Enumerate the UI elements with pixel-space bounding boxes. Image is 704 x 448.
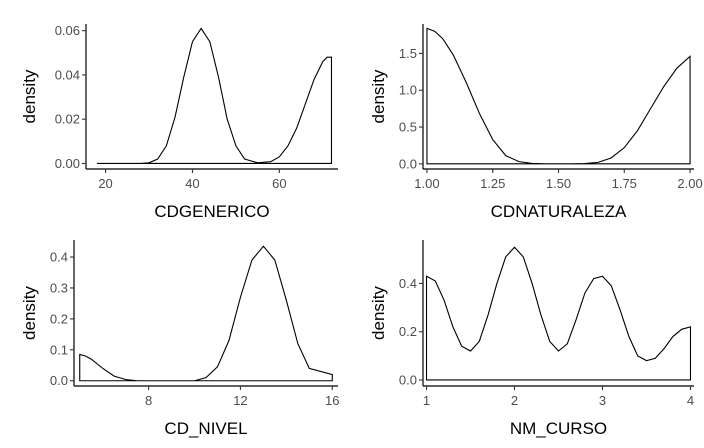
x-tick-label: 20: [98, 176, 112, 191]
density-curve: [426, 27, 691, 165]
y-tick-label: 0.5: [399, 120, 417, 135]
x-tick-label: 1.00: [414, 176, 439, 191]
y-tick-label: 0.2: [50, 311, 68, 326]
y-tick-label: 0.02: [55, 112, 80, 127]
x-tick-label: 8: [145, 393, 152, 408]
y-tick-label: 0.2: [399, 324, 417, 339]
x-tick-label: 2: [511, 393, 518, 408]
y-tick-label: 1.5: [399, 46, 417, 61]
y-tick-label: 0.3: [50, 280, 68, 295]
density-curve: [425, 246, 692, 381]
x-axis-title: CD_NIVEL: [164, 419, 247, 438]
y-axis-title: density: [369, 69, 388, 123]
density-curve: [79, 245, 333, 382]
x-axis-title: CDNATURALEZA: [491, 202, 627, 221]
x-tick-label: 60: [272, 176, 286, 191]
y-tick-label: 0.0: [399, 372, 417, 387]
x-tick-label: 1.50: [546, 176, 571, 191]
x-tick-label: 2.00: [677, 176, 702, 191]
x-tick-label: 16: [325, 393, 339, 408]
density-curve: [96, 27, 333, 165]
density-panel: 1.00 1.25 1.50 1.75 2.00 0.0 0.5 1.0 1.5 CDNATURA…: [369, 24, 703, 221]
y-tick-label: 0.04: [55, 67, 80, 82]
y-axis-title: density: [20, 69, 39, 123]
y-tick-label: 1.0: [399, 83, 417, 98]
x-tick-label: 4: [687, 393, 694, 408]
x-tick-label: 1.75: [612, 176, 637, 191]
x-axis-title: NM_CURSO: [510, 419, 607, 438]
x-tick-label: 3: [599, 393, 606, 408]
density-panel: 8 12 16 0.0 0.1 0.2 0.3 0.4 CD_NIVEL density: [20, 240, 339, 438]
density-panel: 1 2 3 4 0.0 0.2 0.4 NM_CURSO density: [369, 240, 694, 438]
y-axis-title: density: [20, 286, 39, 340]
y-tick-label: 0.0: [399, 156, 417, 171]
y-tick-label: 0.4: [399, 276, 417, 291]
x-tick-label: 1.25: [480, 176, 505, 191]
y-tick-label: 0.06: [55, 23, 80, 38]
x-axis-title: CDGENERICO: [154, 202, 269, 221]
y-tick-label: 0.4: [50, 250, 68, 265]
density-panel: 20 40 60 0.00 0.02 0.04 0.06 CDGENERICO density: [20, 23, 338, 221]
y-tick-label: 0.00: [55, 156, 80, 171]
x-tick-label: 12: [233, 393, 247, 408]
y-tick-label: 0.1: [50, 342, 68, 357]
y-tick-label: 0.0: [50, 373, 68, 388]
y-axis-title: density: [369, 286, 388, 340]
x-tick-label: 40: [185, 176, 199, 191]
x-tick-label: 1: [423, 393, 430, 408]
